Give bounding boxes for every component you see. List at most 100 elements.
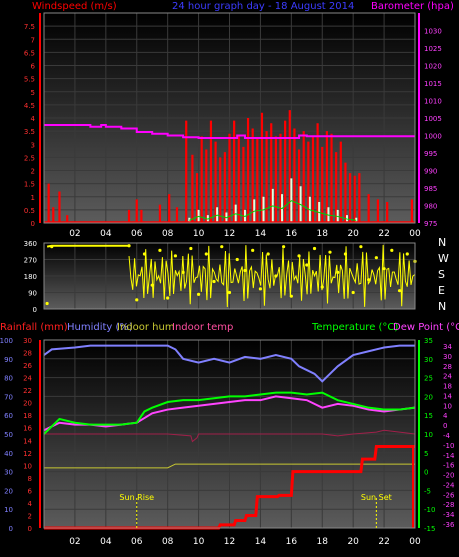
direction-point — [204, 252, 208, 256]
direction-point — [212, 279, 216, 284]
rain-tick-label: 14 — [23, 437, 32, 445]
temperature-tick-label: 5 — [424, 450, 428, 458]
rain-tick-label: 26 — [23, 362, 32, 370]
direction-point — [196, 292, 201, 296]
humidity-tick-label: 80 — [4, 375, 13, 383]
rain-tick-label: 2 — [28, 512, 32, 520]
dewpoint-tick-label: -34 — [443, 511, 455, 519]
indoor-hum-title: Indoor hum — [117, 322, 175, 333]
barometer-axis-title: Barometer (hpa) — [371, 1, 454, 12]
direction-point — [220, 245, 224, 249]
direction-point — [150, 283, 154, 287]
indoor-temp-title: Indoor temp — [172, 322, 233, 333]
rain-tick-label: 8 — [28, 475, 32, 483]
direction-point — [251, 248, 255, 252]
temperature-tick-label: 15 — [424, 412, 433, 420]
temperature-plot-frame — [43, 339, 416, 529]
barometer-line — [44, 124, 415, 139]
wind-average-line — [189, 200, 357, 221]
wind-y-tick-label: 6 — [31, 63, 36, 71]
direction-point — [258, 287, 263, 291]
barometer-y-tick-label: 1020 — [424, 63, 442, 71]
rain-tick-label: 10 — [23, 462, 32, 470]
wind-y-tick-label: 1.5 — [24, 181, 35, 189]
temperature-axis: -15 -10 -5 0 5 10 15 20 25 30 35 — [418, 337, 435, 533]
wind-x-axis: 02 04 06 08 10 12 14 16 18 20 22 00 — [69, 229, 421, 239]
wind-y-tick-label: 4 — [31, 115, 36, 123]
rain-tick-label: 0 — [28, 525, 32, 533]
rain-tick-label: 16 — [23, 425, 32, 433]
wind-marks — [44, 110, 415, 223]
wind-x-tick-label: 12 — [224, 229, 235, 239]
wind-y-tick-label: 2.5 — [24, 154, 35, 162]
wind-x-tick-label: 00 — [409, 229, 421, 239]
dewpoint-tick-label: -28 — [443, 501, 454, 509]
wind-plot-frame — [43, 12, 416, 224]
barometer-y-tick-label: 1005 — [424, 115, 442, 123]
dewpoint-tick-label: 28 — [443, 363, 452, 371]
humidity-axis: 0 10 20 30 40 50 60 70 80 90 100 — [0, 337, 13, 533]
rain-tick-label: 22 — [23, 387, 32, 395]
direction-y-tick-label: 360 — [24, 240, 37, 248]
dewpoint-tick-label: 18 — [443, 383, 452, 391]
wind-y-tick-label: 7.5 — [24, 23, 35, 31]
direction-y-tick-label: 270 — [24, 257, 37, 265]
direction-point — [50, 245, 54, 249]
direction-point — [243, 268, 247, 273]
barometer-y-tick-label: 985 — [424, 185, 437, 193]
direction-point — [135, 298, 139, 302]
wind-x-tick-label: 04 — [100, 229, 112, 239]
direction-point — [173, 254, 177, 258]
dewpoint-tick-label: 14 — [443, 392, 452, 400]
compass-label: W — [438, 252, 449, 265]
humidity-tick-label: 100 — [0, 337, 13, 345]
dewpoint-tick-label: 34 — [443, 343, 452, 351]
direction-point — [282, 245, 286, 249]
wind-y-tick-label: 5 — [31, 89, 35, 97]
wind-y-tick-label: 5.5 — [24, 76, 35, 84]
humidity-tick-label: 70 — [4, 393, 13, 401]
humidity-tick-label: 10 — [4, 506, 13, 514]
direction-marks — [45, 244, 417, 308]
temperature-x-tick-label: 18 — [317, 537, 329, 547]
compass-label: S — [438, 268, 445, 281]
temperature-tick-label: 25 — [424, 375, 433, 383]
wind-x-tick-label: 18 — [317, 229, 329, 239]
temperature-x-tick-label: 10 — [193, 537, 205, 547]
wind-y-tick-label: 0.5 — [24, 207, 35, 215]
wind-y-tick-label: 0 — [31, 220, 35, 228]
graph-title: 24 hour graph day - 18 August 2014 — [172, 1, 354, 12]
direction-point — [397, 289, 402, 293]
rain-axis-title: Rainfall (mm) — [0, 322, 68, 333]
temperature-tick-label: 20 — [424, 393, 433, 401]
wind-axis-title: Windspeed (m/s) — [32, 1, 117, 12]
wind-y-tick-label: 2 — [31, 168, 35, 176]
direction-point — [127, 244, 131, 248]
direction-point — [45, 301, 49, 306]
direction-point — [374, 256, 378, 260]
barometer-y-tick-label: 1010 — [424, 98, 442, 106]
wind-x-tick-label: 20 — [347, 229, 359, 239]
wind-y-tick-label: 1 — [31, 194, 35, 202]
humidity-tick-label: 90 — [4, 356, 13, 364]
indoor-temperature-line — [44, 429, 416, 443]
direction-point — [235, 257, 239, 262]
direction-trace — [128, 244, 415, 308]
direction-y-tick-label: 180 — [24, 273, 37, 281]
dewpoint-tick-label: -14 — [443, 452, 455, 460]
temperature-tick-label: -10 — [424, 506, 435, 514]
direction-point — [297, 254, 301, 258]
barometer-y-tick-label: 990 — [424, 168, 437, 176]
wind-x-tick-label: 10 — [193, 229, 205, 239]
temperature-x-tick-label: 20 — [347, 537, 359, 547]
wind-left-axis: 0 0.5 1 1.5 2 2.5 3 3.5 4 4.5 5 5.5 6 6.5 7 7.5 — [24, 13, 41, 228]
compass-label: E — [438, 284, 445, 297]
temperature-x-tick-label: 16 — [286, 537, 298, 547]
humidity-tick-label: 50 — [4, 431, 13, 439]
humidity-tick-label: 0 — [9, 525, 13, 533]
direction-point — [328, 250, 332, 254]
